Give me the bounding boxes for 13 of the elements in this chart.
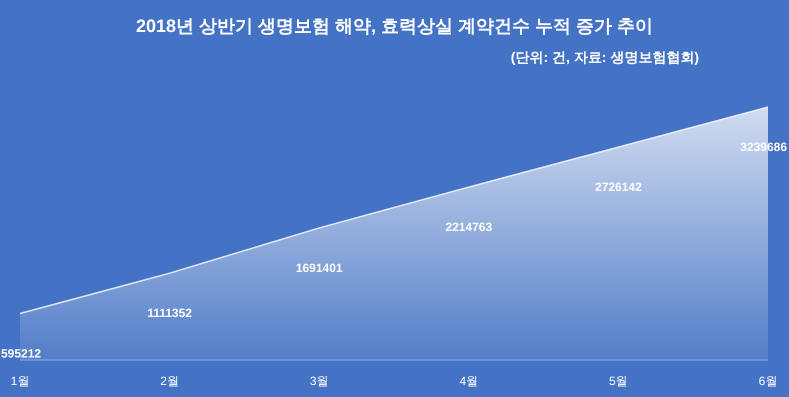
data-label: 1111352 [147,306,192,320]
x-tick-label: 5월 [609,374,628,388]
x-tick-label: 4월 [459,374,478,388]
data-label: 595212 [1,346,42,361]
chart-subtitle: (단위: 건, 자료: 생명보험협회) [510,49,699,65]
chart-title: 2018년 상반기 생명보험 해약, 효력상실 계약건수 누적 증가 추이 [136,16,654,36]
x-tick-label: 6월 [758,374,778,388]
data-label: 2214763 [445,220,492,234]
x-tick-label: 3월 [310,374,329,388]
data-label: 1691401 [296,260,343,275]
x-tick-label: 2월 [160,374,179,388]
x-tick-label: 1월 [10,374,30,388]
data-label: 2726142 [595,180,642,194]
